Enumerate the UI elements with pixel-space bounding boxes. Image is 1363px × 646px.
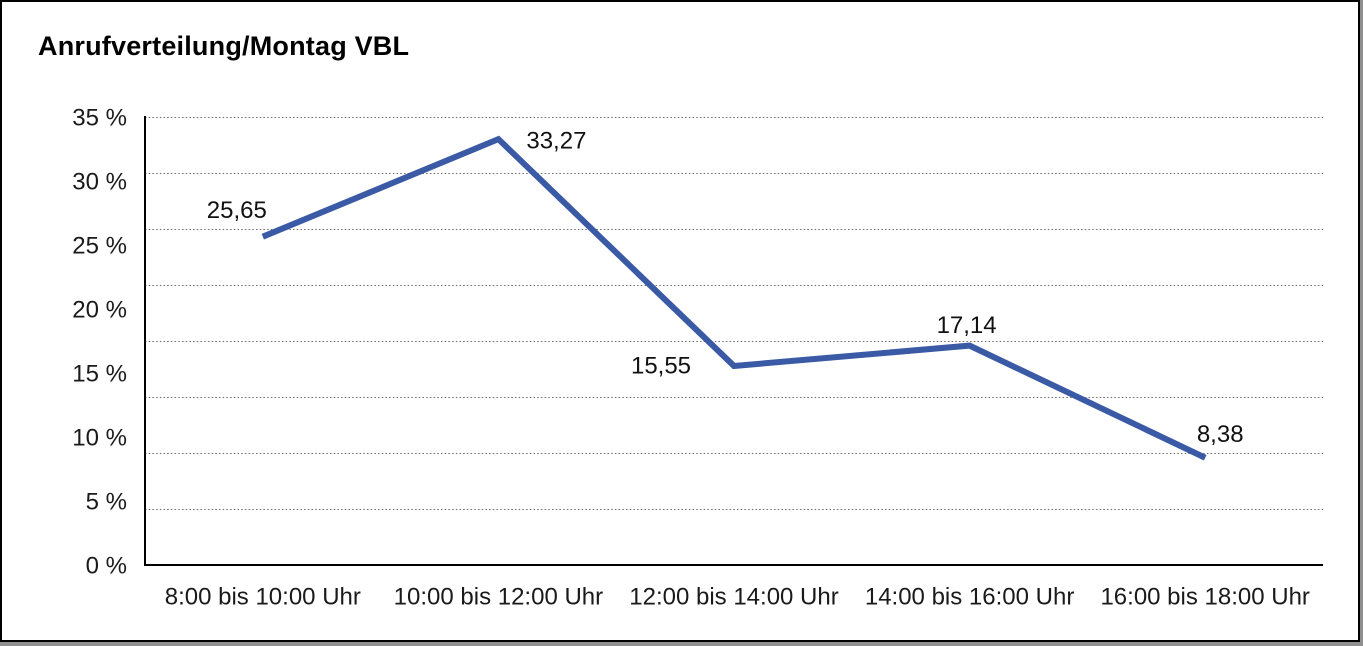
gridlines-layer [145,117,1323,510]
y-tick-label: 35 % [72,104,127,131]
data-point-label: 17,14 [937,312,997,339]
y-tick-label: 5 % [86,488,127,515]
y-tick-label: 10 % [72,424,127,451]
series-layer [261,135,1207,461]
y-tick-label: 25 % [72,232,127,259]
data-point-label: 33,27 [526,128,586,155]
x-tick-label: 10:00 bis 12:00 Uhr [394,583,603,610]
x-tick-label: 8:00 bis 10:00 Uhr [165,583,361,610]
data-point-label: 25,65 [207,197,267,224]
axes-layer [144,116,1323,566]
y-tick-label: 0 % [86,552,127,579]
x-tick-label: 14:00 bis 16:00 Uhr [865,583,1074,610]
data-point-label: 8,38 [1197,421,1244,448]
y-tick-label: 20 % [72,296,127,323]
chart-title: Anrufverteilung/Montag VBL [38,31,410,61]
y-tick-label: 30 % [72,168,127,195]
x-tick-label: 16:00 bis 18:00 Uhr [1100,583,1309,610]
x-tick-label: 12:00 bis 14:00 Uhr [629,583,838,610]
series-line [261,135,1207,461]
y-tick-label: 15 % [72,360,127,387]
data-point-label: 15,55 [631,352,691,379]
labels-layer: 35 % 30 % 25 % 20 % 15 % 10 % 5 % 0 % 8:00 bis 1… [72,104,1310,610]
